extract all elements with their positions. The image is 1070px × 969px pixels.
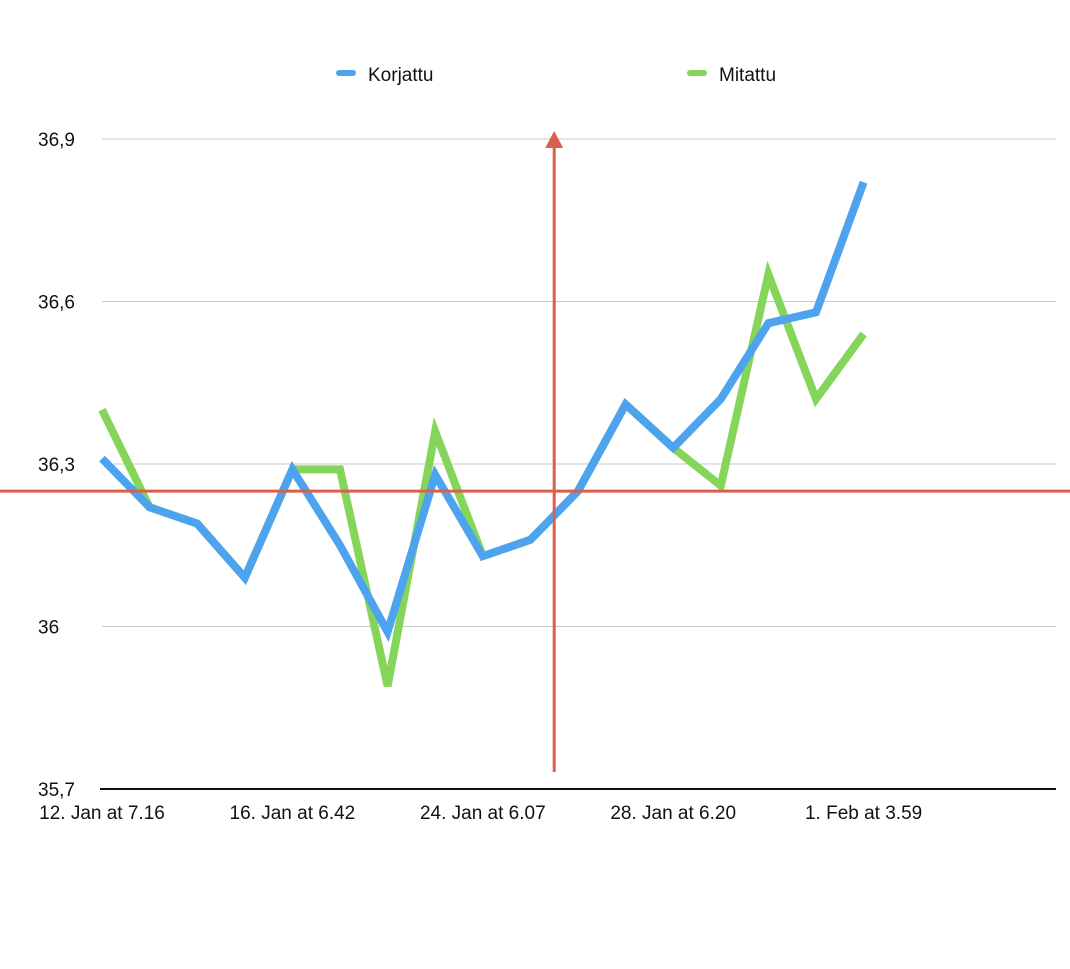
reference-lines <box>0 131 1070 772</box>
x-tick-label: 28. Jan at 6.20 <box>610 803 736 824</box>
x-axis-tick-labels: 12. Jan at 7.16 16. Jan at 6.42 24. Jan at… <box>39 803 922 824</box>
y-tick-label: 36 <box>38 618 59 639</box>
legend: Korjattu Mitattu <box>336 65 776 86</box>
y-tick-label: 35,7 <box>38 780 75 801</box>
x-tick-label: 24. Jan at 6.07 <box>420 803 546 824</box>
y-tick-label: 36,6 <box>38 293 75 314</box>
legend-label: Korjattu <box>368 65 433 86</box>
series-line-mitattu <box>98 260 867 687</box>
y-tick-label: 36,9 <box>38 130 75 151</box>
arrow-up-icon <box>545 131 564 148</box>
y-tick-label: 36,3 <box>38 455 75 476</box>
legend-swatch <box>687 70 707 76</box>
gridlines <box>102 138 1056 627</box>
x-tick-label: 12. Jan at 7.16 <box>39 803 165 824</box>
series-line-korjattu <box>99 180 868 643</box>
series-lines <box>98 180 868 687</box>
x-tick-label: 1. Feb at 3.59 <box>805 803 922 824</box>
x-tick-label: 16. Jan at 6.42 <box>230 803 356 824</box>
legend-label: Mitattu <box>719 65 776 86</box>
legend-swatch <box>336 70 356 76</box>
y-axis-tick-labels: 36,9 36,6 36,3 36 35,7 <box>38 130 75 801</box>
